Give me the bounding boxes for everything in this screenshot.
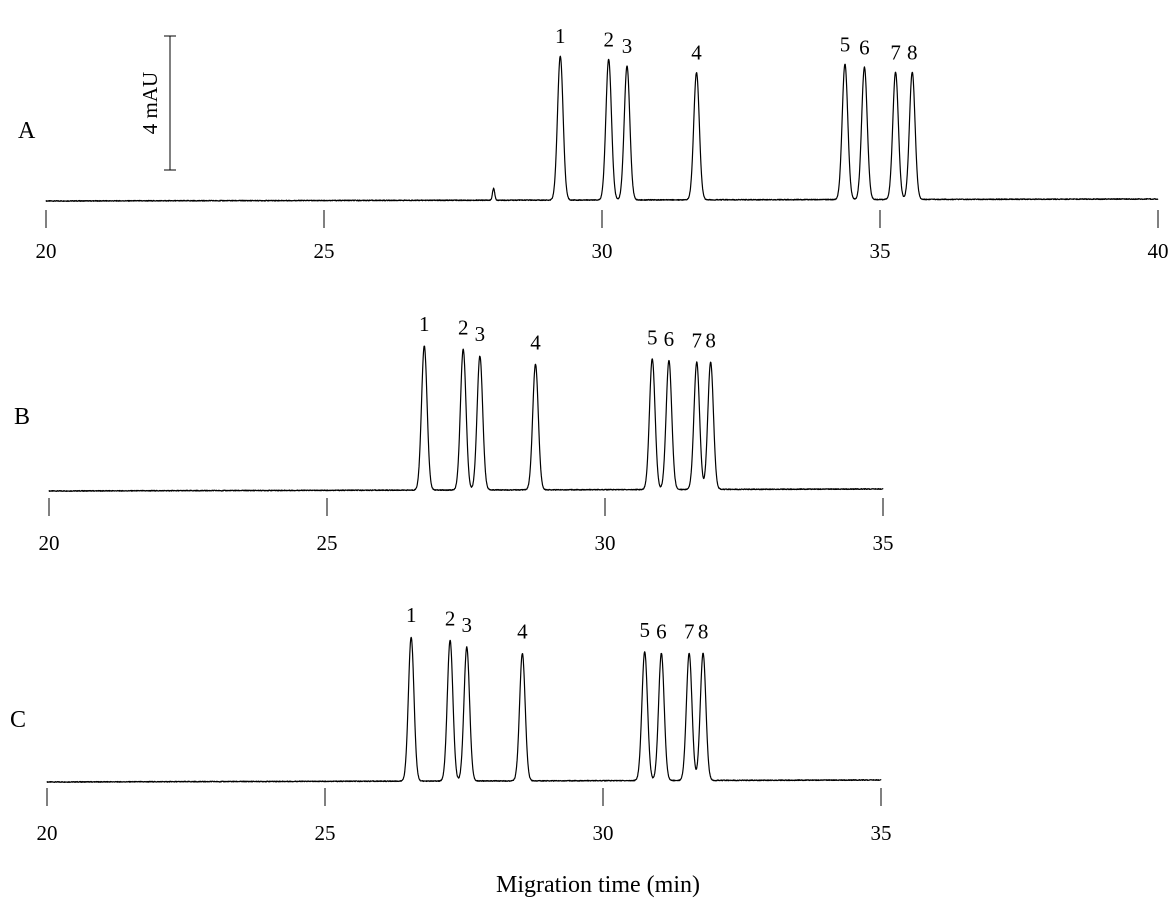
peak-label-8: 8 <box>698 620 709 644</box>
x-tick-label: 40 <box>1148 239 1169 263</box>
peak-label-5: 5 <box>647 325 658 349</box>
x-tick-label: 20 <box>39 531 60 555</box>
peak-label-2: 2 <box>458 315 469 339</box>
peak-label-3: 3 <box>475 322 486 346</box>
x-tick-label: 30 <box>592 239 613 263</box>
peak-label-2: 2 <box>445 606 456 630</box>
peak-label-7: 7 <box>890 41 901 65</box>
x-tick-label: 35 <box>871 821 892 845</box>
trace-line <box>45 55 1159 202</box>
peak-label-8: 8 <box>907 41 918 65</box>
scale-bar: 4 mAU <box>138 35 176 171</box>
peak-label-2: 2 <box>603 27 614 51</box>
x-tick-label: 25 <box>314 239 335 263</box>
peak-label-6: 6 <box>664 327 675 351</box>
panel-label: A <box>18 118 36 144</box>
x-tick-label: 25 <box>317 531 338 555</box>
peak-label-4: 4 <box>517 620 528 644</box>
peak-label-4: 4 <box>691 41 702 65</box>
trace-line <box>48 345 884 492</box>
peak-label-6: 6 <box>859 36 870 60</box>
peak-label-6: 6 <box>656 620 667 644</box>
peak-label-8: 8 <box>705 329 716 353</box>
peak-label-1: 1 <box>555 24 566 48</box>
peak-label-7: 7 <box>684 620 695 644</box>
x-tick-label: 20 <box>37 821 58 845</box>
scale-bar-label: 4 mAU <box>138 72 162 134</box>
trace-line <box>46 636 882 783</box>
x-tick-label: 30 <box>593 821 614 845</box>
peak-label-1: 1 <box>406 603 417 627</box>
peak-label-5: 5 <box>639 618 650 642</box>
peak-label-4: 4 <box>530 330 541 354</box>
panel-label: C <box>10 707 26 733</box>
peak-label-5: 5 <box>840 32 851 56</box>
x-tick-label: 30 <box>595 531 616 555</box>
x-tick-label: 35 <box>873 531 894 555</box>
peak-label-1: 1 <box>419 312 430 336</box>
panel-C: C 1 2 3 4 5 6 7 8 20 25 30 35 <box>10 603 892 845</box>
peak-label-3: 3 <box>622 34 633 58</box>
x-axis-label: Migration time (min) <box>496 872 700 898</box>
x-tick-label: 20 <box>36 239 57 263</box>
x-tick-label: 35 <box>870 239 891 263</box>
panel-B: B 1 2 3 4 5 6 7 8 20 25 30 35 <box>14 312 894 555</box>
panel-label: B <box>14 404 30 430</box>
x-tick-label: 25 <box>315 821 336 845</box>
peak-label-7: 7 <box>691 329 702 353</box>
peak-label-3: 3 <box>462 613 473 637</box>
panel-A: A 1 2 3 4 5 6 7 8 20 25 30 35 40 4 mAU <box>18 24 1169 263</box>
